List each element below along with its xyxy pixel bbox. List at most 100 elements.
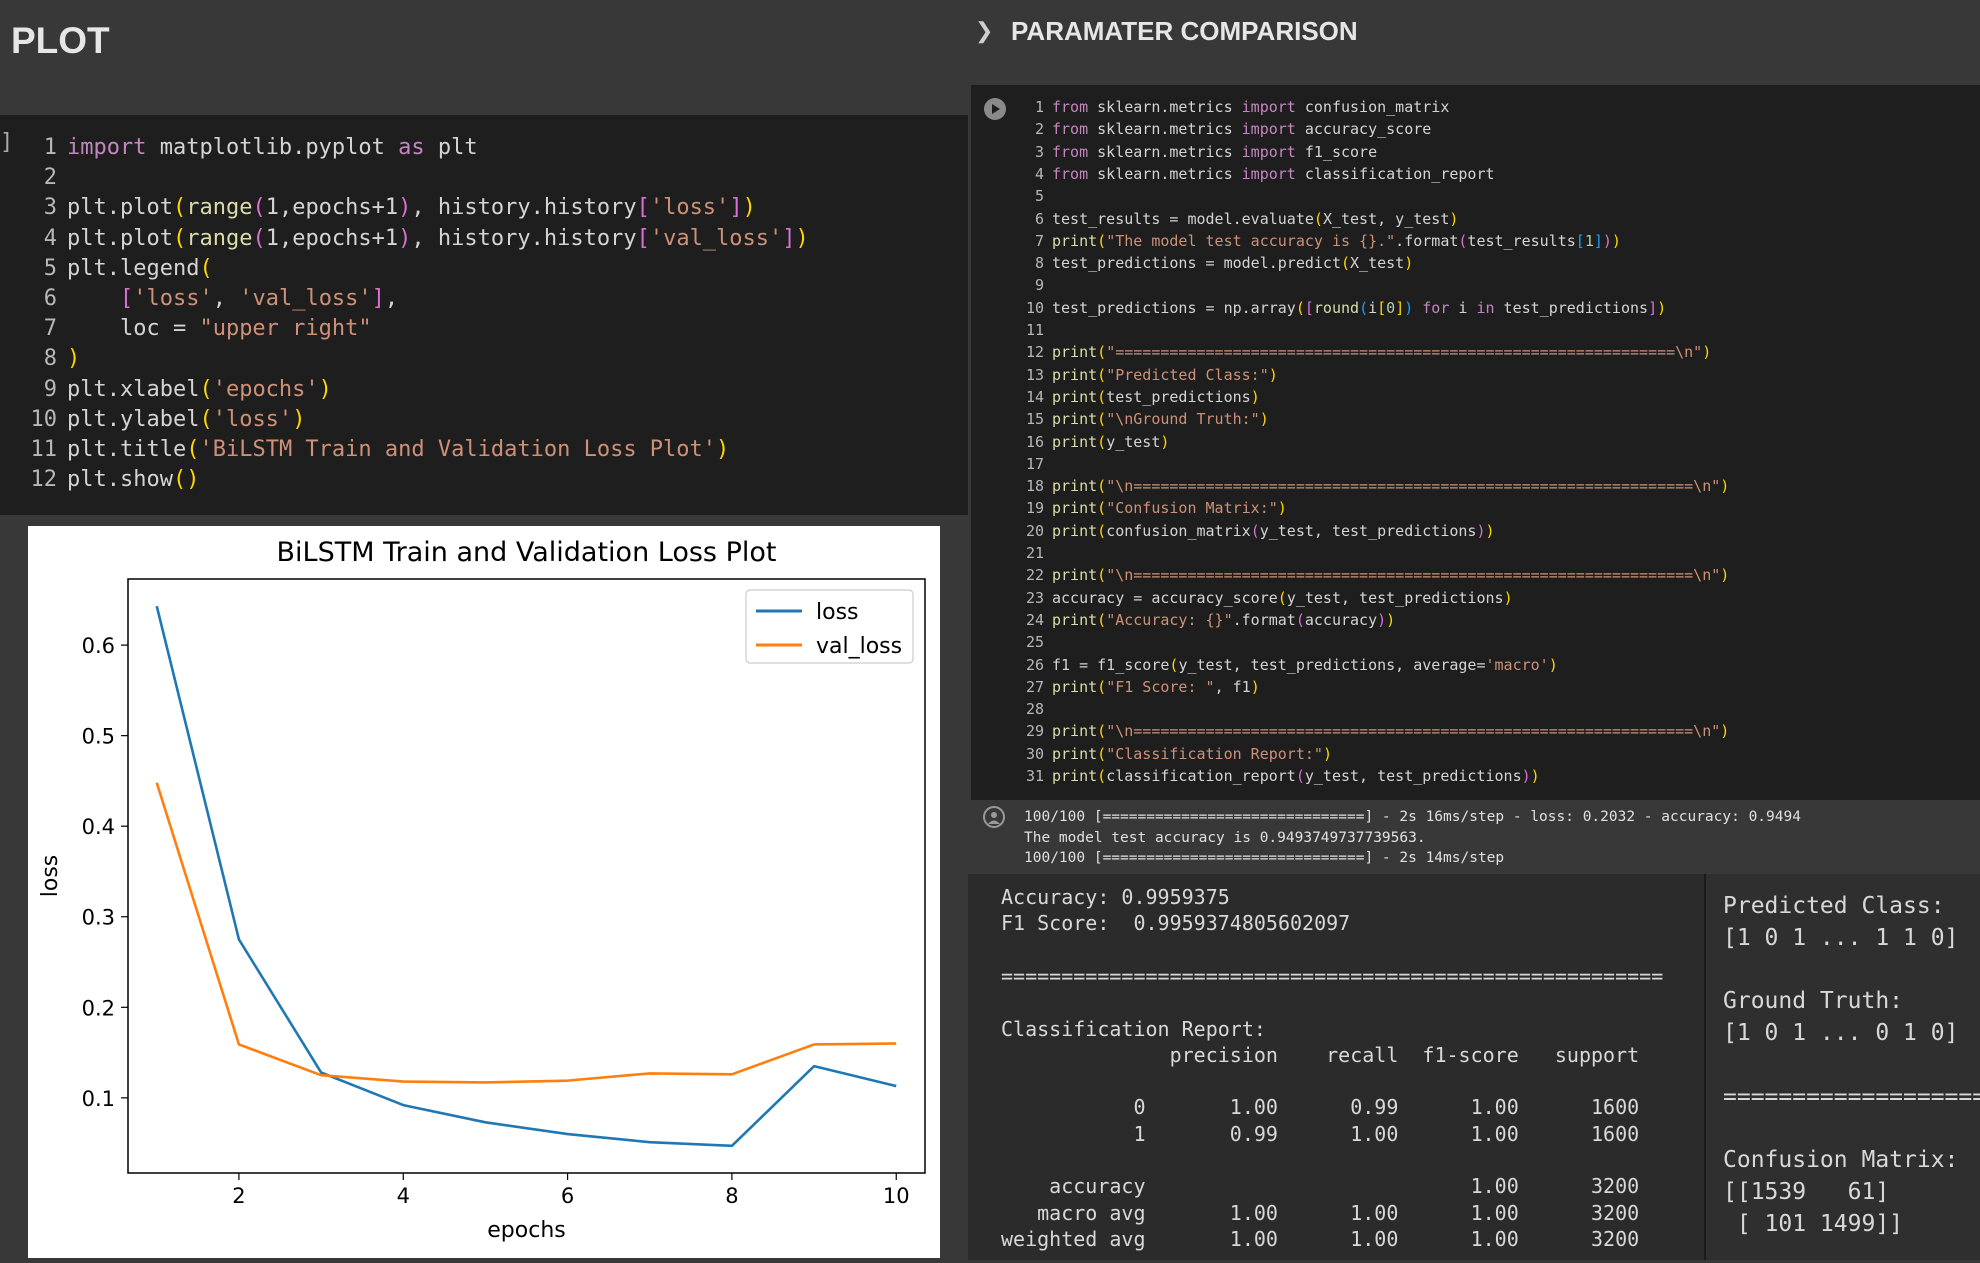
plot-code-cell[interactable]: 1 import matplotlib.pyplot as plt 2 3 plt.pl… [0,115,968,515]
code-line[interactable]: 23 accuracy = accuracy_score(y_test, test… [971,587,1513,609]
code-line[interactable]: 27 print("F1 Score: ", f1) [971,676,1260,698]
line-number: 2 [1034,120,1044,139]
x-tick-label: 8 [725,1184,738,1208]
line-number: 17 [1025,454,1044,473]
code-line[interactable]: 10 test_predictions = np.array([round(i[0… [971,297,1666,319]
code-line[interactable]: 2 [0,163,67,193]
code-line[interactable]: 4 from sklearn.metrics import classificat… [971,163,1495,185]
prediction-line: [1 0 1 ... 1 1 0] [1723,924,1959,951]
line-number: 10 [30,406,58,432]
code-line[interactable]: 22 print("\n=============================… [971,564,1729,586]
code-line[interactable]: 4 plt.plot(range(1,epochs+1), history.his… [0,224,809,254]
param-section-header [968,0,1980,85]
code-line[interactable]: 6 ['loss', 'val_loss'], [0,284,398,314]
code-line[interactable]: 15 print("\nGround Truth:") [971,408,1269,430]
line-number: 30 [1025,744,1044,763]
line-number: 5 [1034,187,1044,206]
line-number: 6 [43,286,57,311]
code-line[interactable]: 5 plt.legend( [0,254,213,284]
param-section-title: PARAMATER COMPARISON [1011,16,1358,46]
output-user-icon [983,806,1005,828]
line-number: 21 [1025,544,1044,562]
line-number: 14 [1025,387,1044,406]
line-number: 13 [1025,365,1044,384]
code-line[interactable]: 30 print("Classification Report:") [971,743,1332,765]
line-number: 2 [43,165,57,191]
prediction-line: Confusion Matrix: [1723,1147,1959,1174]
code-line[interactable]: 29 print("\n=============================… [971,720,1729,742]
code-line[interactable]: 7 loc = "upper right" [0,314,372,344]
line-number: 7 [43,316,57,342]
plot-section-header [0,0,968,115]
cell-output-log: 100/100 [==============================]… [971,800,1980,874]
code-line[interactable]: 11 [971,319,1052,341]
report-line: precision recall f1-score support [1001,1042,1640,1067]
code-line[interactable]: 1 import matplotlib.pyplot as plt [0,133,478,163]
code-line[interactable]: 11 plt.title('BiLSTM Train and Validation… [0,435,730,465]
line-number: 9 [1034,276,1044,295]
line-number: 29 [1025,722,1044,741]
y-tick-label: 0.4 [82,815,115,839]
series-line-val-loss [155,782,897,1084]
cell-execution-bracket: ] [0,130,14,155]
line-number: 12 [30,467,58,493]
log-line: 100/100 [==============================]… [1024,850,1505,866]
code-line[interactable]: 26 f1 = f1_score(y_test, test_predictions… [971,654,1558,676]
code-line[interactable]: 9 [971,274,1052,296]
code-line[interactable]: 31 print(classification_report(y_test, te… [971,765,1540,787]
comparison-code-cell[interactable]: 1 from sklearn.metrics import confusion_m… [971,85,1980,800]
line-number: 1 [1034,98,1044,116]
code-line[interactable]: 7 print("The model test accuracy is {}.".… [971,230,1621,252]
line-number: 12 [1025,343,1044,362]
line-number: 15 [1025,410,1044,429]
line-number: 9 [43,376,57,402]
code-line[interactable]: 13 print("Predicted Class:") [971,364,1278,386]
line-number: 26 [1025,655,1044,674]
code-line[interactable]: 12 plt.show() [0,465,200,495]
y-tick-label: 0.6 [82,634,115,658]
prediction-line: [[1539 61] [1723,1179,1890,1206]
log-line: The model test accuracy is 0.94937497377… [1024,829,1426,846]
code-line[interactable]: 16 print(y_test) [971,431,1169,453]
line-number: 5 [43,255,57,281]
code-line[interactable]: 21 [971,542,1052,564]
code-line[interactable]: 10 plt.ylabel('loss') [0,405,306,435]
code-line[interactable]: 8 test_predictions = model.predict(X_test… [971,252,1413,274]
line-number: 19 [1025,499,1044,518]
code-line[interactable]: 3 plt.plot(range(1,epochs+1), history.his… [0,193,756,223]
report-line: ========================================… [1001,963,1664,988]
code-line[interactable]: 25 [971,631,1052,653]
code-line[interactable]: 20 print(confusion_matrix(y_test, test_pr… [971,520,1495,542]
report-line: F1 Score: 0.9959374805602097 [1001,911,1351,936]
report-line: macro avg 1.00 1.00 1.00 3200 [1001,1200,1640,1225]
code-line[interactable]: 14 print(test_predictions) [971,386,1260,408]
line-number: 28 [1025,700,1044,719]
code-line[interactable]: 5 [971,185,1052,207]
y-tick-label: 0.2 [82,996,115,1020]
legend-label: loss [816,600,859,625]
line-number: 24 [1025,610,1044,629]
classification-report-output: Accuracy: 0.9959375 F1 Score: 0.995937480… [968,874,1704,1260]
collapse-chevron-icon[interactable]: ❯ [975,18,994,43]
line-number: 1 [43,135,57,160]
code-line[interactable]: 1 from sklearn.metrics import confusion_m… [971,96,1449,118]
code-line[interactable]: 17 [971,453,1052,475]
code-line[interactable]: 3 from sklearn.metrics import f1_score [971,141,1377,163]
prediction-line: =================== [1723,1083,1980,1110]
code-line[interactable]: 28 [971,698,1052,720]
code-line[interactable]: 9 plt.xlabel('epochs') [0,375,332,405]
line-number: 3 [1034,142,1044,161]
code-line[interactable]: 24 print("Accuracy: {}".format(accuracy)) [971,609,1395,631]
code-line[interactable]: 12 print("===============================… [971,341,1711,363]
code-line[interactable]: 18 print("\n=============================… [971,475,1729,497]
code-line[interactable]: 8) [0,344,81,374]
code-line[interactable]: 6 test_results = model.evaluate(X_test, y… [971,208,1458,230]
x-axis-label: epochs [487,1218,565,1243]
report-line: 1 0.99 1.00 1.00 1600 [1001,1121,1640,1146]
line-number: 11 [1025,321,1044,339]
run-cell-icon[interactable] [984,98,1006,120]
line-number: 23 [1025,588,1044,607]
code-line[interactable]: 2 from sklearn.metrics import accuracy_sc… [971,118,1431,140]
code-line[interactable]: 19 print("Confusion Matrix:") [971,497,1287,519]
line-number: 8 [43,346,57,372]
